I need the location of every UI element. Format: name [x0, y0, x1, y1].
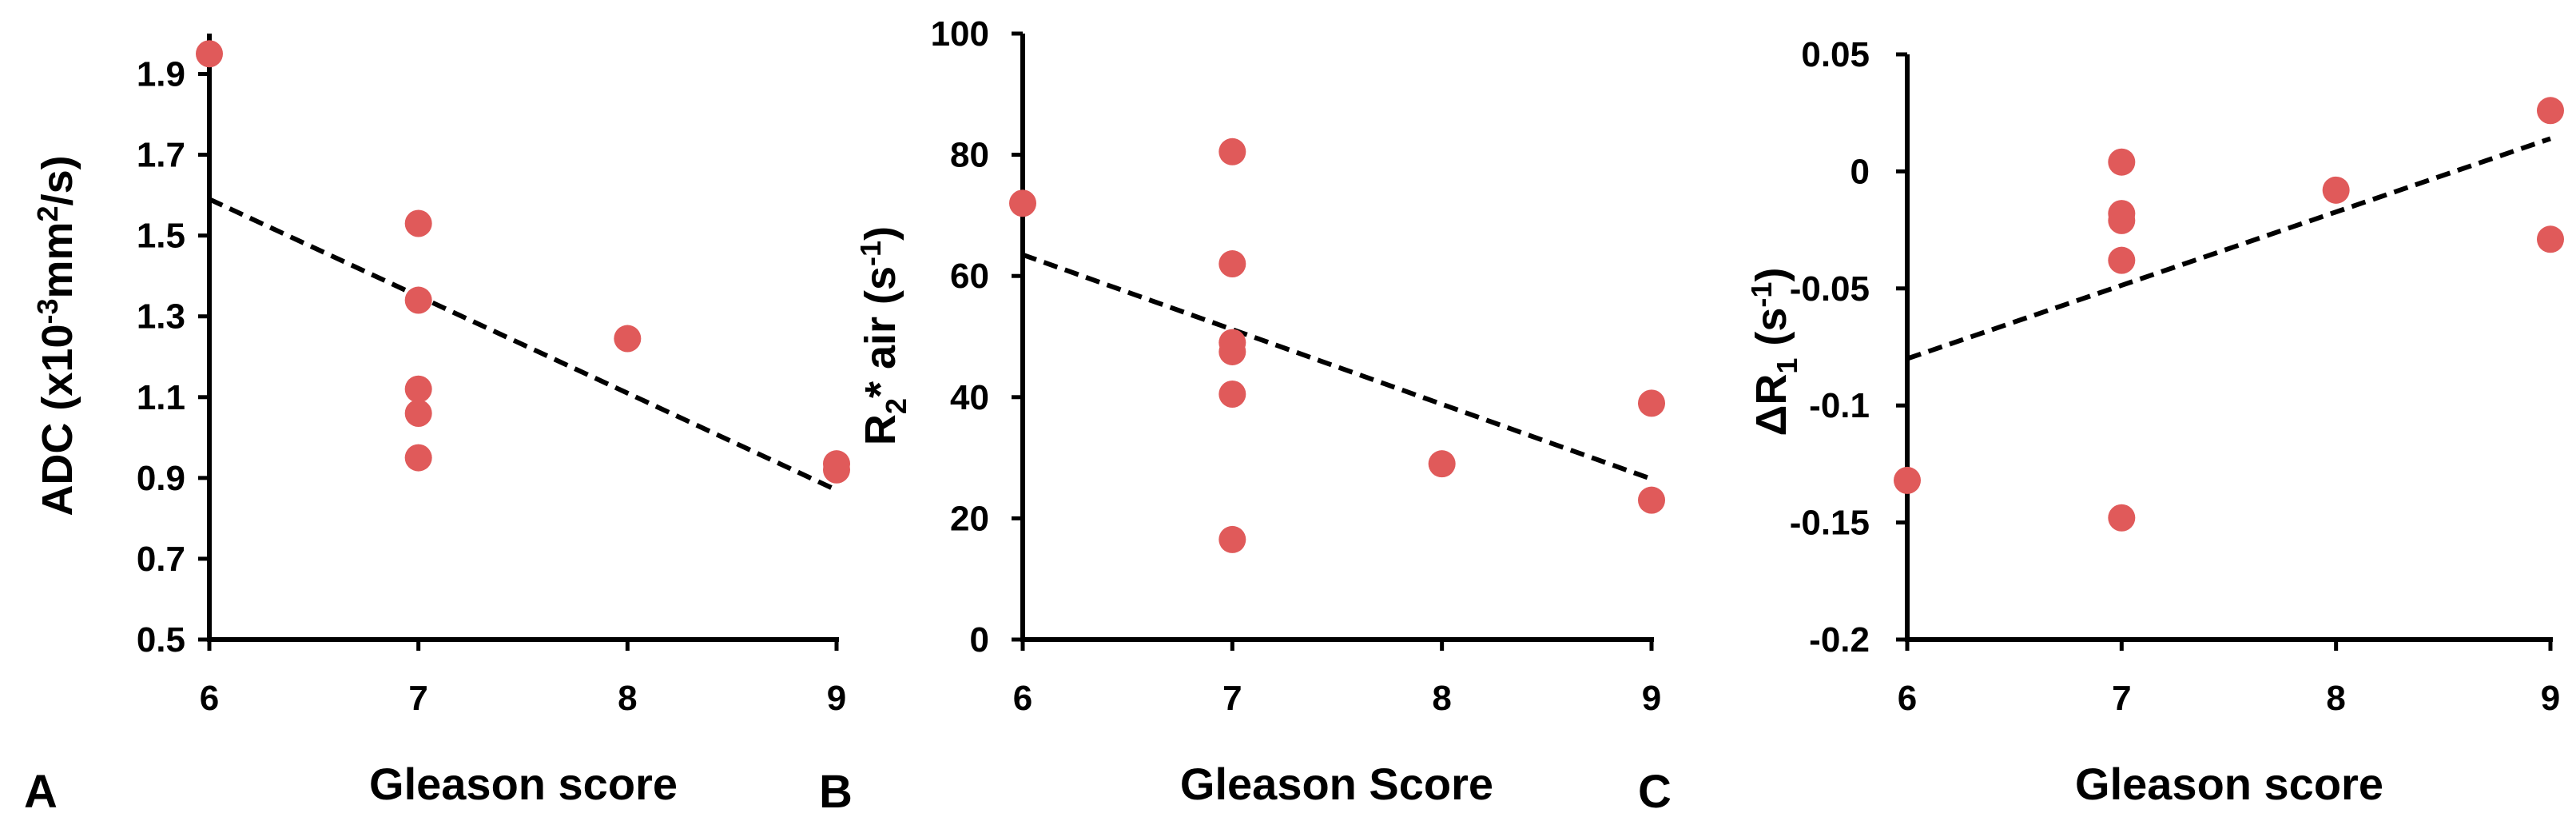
y-tick-label: 0	[970, 620, 989, 660]
data-point	[404, 209, 432, 237]
x-axis-label: Gleason Score	[1180, 759, 1493, 809]
panel-a: 0.5 0.7 0.9 1.1 1.3 1.5 1.7 1.9 6 7 8 9 Gleason scor…	[24, 34, 850, 818]
ylabel-part: * air (s	[857, 266, 904, 398]
panel-c: -0.2 -0.15 -0.1 -0.05 0 0.05 6 7 8 9 Gleason score…	[1638, 35, 2564, 818]
data-point	[1218, 381, 1246, 409]
y-tick-label: -0.2	[1809, 620, 1870, 660]
y-tick-label: 80	[950, 136, 989, 175]
y-tick-label: 40	[950, 378, 989, 417]
data-point	[2322, 176, 2350, 204]
data-point	[2108, 206, 2136, 234]
y-tick-label: 0	[1851, 152, 1870, 191]
y-tick-label: 100	[931, 14, 989, 54]
y-tick-label: 20	[950, 499, 989, 538]
data-point	[196, 40, 223, 68]
y-axis-label: ΔR1 (s-1)	[1745, 268, 1803, 436]
ylabel-part: R	[857, 414, 904, 445]
panel-label: C	[1638, 766, 1672, 818]
ylabel-part: (s	[1747, 308, 1795, 358]
data-point	[404, 400, 432, 428]
data-point	[1894, 466, 1921, 494]
data-point	[1638, 486, 1665, 514]
y-tick-label: 1.5	[137, 217, 185, 256]
x-axis-label: Gleason score	[369, 759, 678, 809]
data-point	[404, 286, 432, 314]
data-point	[404, 444, 432, 472]
trendline	[1906, 136, 2551, 361]
data-point	[1428, 450, 1456, 478]
y-tick-label: -0.05	[1790, 269, 1870, 309]
data-point	[1218, 337, 1246, 365]
y-tick-label: 0.7	[137, 540, 185, 579]
y-tick-label: 0.5	[137, 620, 185, 660]
x-tick-label: 8	[618, 679, 637, 718]
y-axis-label: R2* air (s-1)	[854, 226, 912, 445]
ylabel-part: -1	[1745, 282, 1778, 308]
panel-label: B	[819, 766, 853, 818]
data-point	[614, 325, 642, 353]
ylabel-part: 1	[1771, 358, 1803, 374]
x-tick-label: 7	[2112, 679, 2131, 718]
y-tick-label: 1.7	[137, 136, 185, 175]
data-point	[1218, 525, 1246, 553]
panel-label: A	[24, 766, 58, 818]
x-tick-label: 7	[1222, 679, 1242, 718]
x-tick-label: 6	[1898, 679, 1917, 718]
y-tick-label: 0.05	[1801, 35, 1870, 74]
ylabel-part: )	[857, 226, 904, 241]
x-tick-label: 9	[2541, 679, 2560, 718]
ylabel-part: mm	[34, 221, 81, 298]
x-tick-label: 7	[408, 679, 427, 718]
x-tick-label: 6	[200, 679, 219, 718]
ylabel-part: 2	[880, 398, 912, 414]
ylabel-part: /s)	[34, 155, 81, 205]
y-tick-label: 0.9	[137, 459, 185, 498]
trendline	[1021, 252, 1653, 481]
y-tick-label: 1.3	[137, 297, 185, 337]
y-tick-label: -0.1	[1809, 386, 1870, 425]
data-point	[2537, 225, 2564, 253]
x-tick-label: 8	[1432, 679, 1451, 718]
data-point	[2108, 148, 2136, 176]
x-tick-label: 9	[827, 679, 846, 718]
x-tick-label: 6	[1013, 679, 1032, 718]
x-tick-label: 8	[2326, 679, 2345, 718]
ylabel-part: ΔR	[1747, 374, 1795, 436]
x-axis-label: Gleason score	[2075, 759, 2383, 809]
data-point	[2108, 504, 2136, 532]
y-tick-label: 1.1	[137, 378, 185, 417]
panel-b: 0 20 40 60 80 100 6 7 8 9 Gleason Score B R2* air (s…	[819, 14, 1665, 818]
y-axis-label: ADC (x10-3mm2/s)	[31, 155, 81, 516]
ylabel-part: -3	[31, 299, 64, 325]
data-point	[1218, 138, 1246, 165]
y-tick-label: 60	[950, 257, 989, 296]
data-point	[404, 375, 432, 403]
data-point	[1218, 250, 1246, 278]
data-point	[2108, 246, 2136, 274]
y-tick-label: 1.9	[137, 55, 185, 94]
ylabel-part: )	[1747, 268, 1795, 282]
y-tick-label: -0.15	[1790, 504, 1870, 543]
trendline	[208, 197, 838, 492]
ylabel-part: -1	[854, 241, 887, 266]
data-point	[1009, 189, 1036, 217]
data-point	[1638, 389, 1665, 417]
ylabel-part: ADC (x10	[34, 325, 81, 516]
x-tick-label: 9	[1642, 679, 1661, 718]
data-point	[2537, 97, 2564, 125]
ylabel-part: 2	[31, 205, 64, 221]
data-point	[823, 456, 850, 484]
